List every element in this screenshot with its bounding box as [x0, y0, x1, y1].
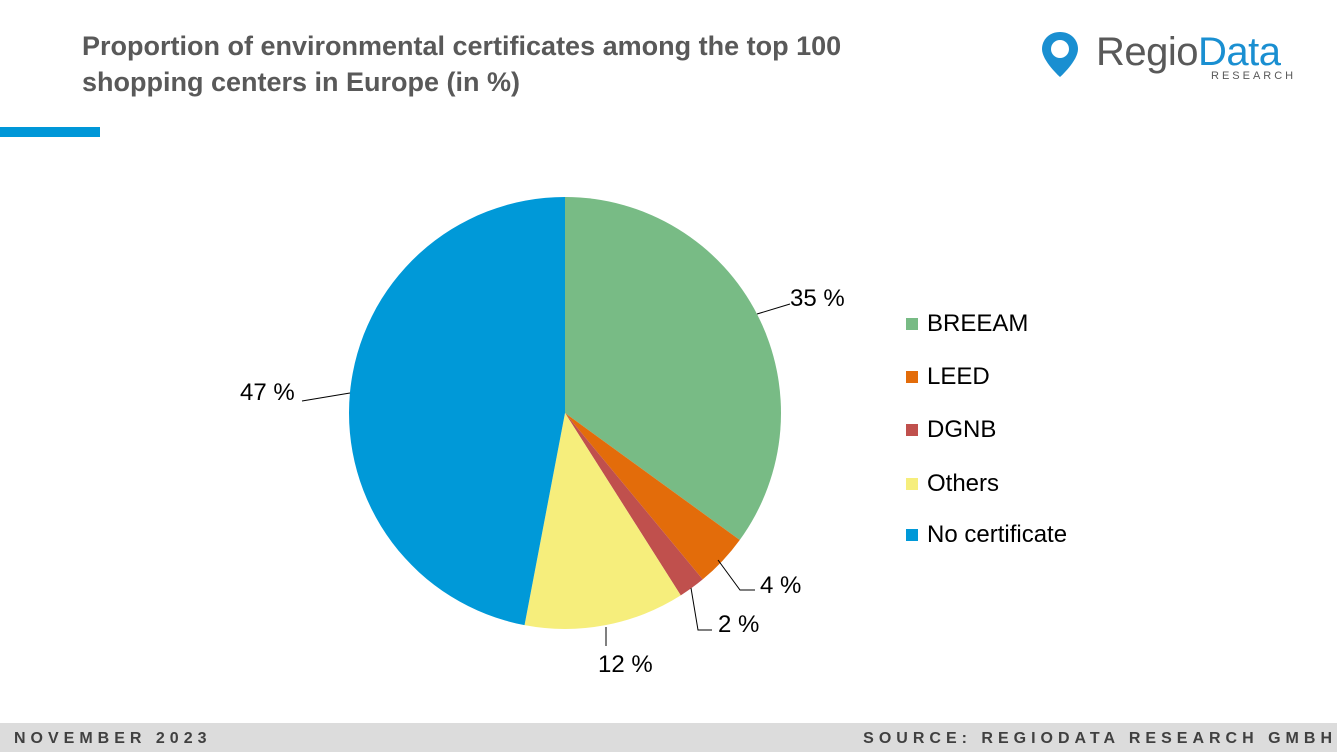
chart-title-line1: Proportion of environmental certificates…: [82, 31, 842, 61]
leader-line-breeam: [756, 303, 791, 315]
pie-slice-others: [524, 413, 681, 629]
data-label-no-certificate: 47 %: [240, 379, 295, 406]
logo-wordmark: RegioData: [1096, 30, 1281, 74]
leader-line-leed: [717, 559, 755, 591]
leader-lines: [301, 303, 791, 646]
data-label-dgnb: 2 %: [718, 611, 759, 638]
legend-label: BREEAM: [927, 310, 1029, 337]
data-label-leed: 4 %: [760, 572, 801, 599]
location-pin-icon: [1042, 32, 1078, 77]
pie-slice-dgnb: [565, 413, 703, 596]
legend-swatch: [906, 529, 918, 541]
leader-line-dgnb: [690, 587, 712, 631]
data-labels: 35 % 4 %2 % 12 % 47 %: [240, 285, 845, 678]
data-label-breeam: 35 %: [790, 285, 845, 312]
legend-swatch: [906, 478, 918, 490]
logo-name-part1: Regio: [1096, 30, 1199, 74]
pie-slice-leed: [565, 413, 740, 580]
legend-swatch: [906, 424, 918, 436]
legend-label: Others: [927, 470, 1000, 497]
footer-bar: NOVEMBER 2023 SOURCE: REGIODATA RESEARCH…: [0, 723, 1337, 752]
chart-title-line2: shopping centers in Europe (in %): [82, 67, 521, 97]
accent-bar: [0, 127, 100, 137]
legend-swatch: [906, 371, 918, 383]
legend-swatch: [906, 318, 918, 330]
data-label-others: 12 %: [598, 651, 653, 678]
footer-date: NOVEMBER 2023: [14, 730, 212, 747]
logo-subtitle: RESEARCH: [1211, 70, 1297, 82]
leader-line-no-certificate: [301, 392, 351, 402]
pie-slice-breeam: [565, 197, 781, 540]
legend-label: LEED: [927, 363, 990, 390]
logo-name-part2: Data: [1198, 30, 1281, 74]
pie-slices: [348, 197, 781, 629]
regiodata-logo: RegioData RESEARCH: [1040, 28, 1310, 88]
chart-title: Proportion of environmental certificates…: [82, 28, 982, 100]
pie-chart: 35 % 4 %2 % 12 % 47 %: [240, 197, 845, 678]
footer-source: SOURCE: REGIODATA RESEARCH GMBH: [863, 730, 1337, 747]
legend-label: No certificate: [927, 521, 1068, 548]
pie-slice-no-certificate: [348, 197, 565, 626]
legend-label: DGNB: [927, 416, 997, 443]
